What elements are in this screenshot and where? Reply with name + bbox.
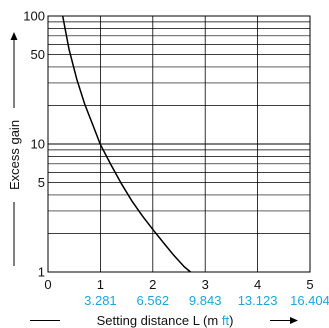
x-tick-label: 5 [306, 277, 313, 292]
x-tick-labels-ft: 3.281 6.562 9.843 13.123 16.404 [84, 293, 329, 308]
x-axis-title-bg [60, 311, 270, 327]
x-tick-label: 3 [202, 277, 209, 292]
x-tick-label: 0 [44, 277, 51, 292]
plot-frame [47, 15, 311, 273]
grid-lines [48, 16, 310, 272]
x-axis-title-suffix: ) [229, 313, 233, 328]
y-axis-arrow-head [10, 32, 18, 40]
x-tick-label-ft: 3.281 [84, 293, 117, 308]
y-tick-label: 50 [31, 47, 45, 62]
x-axis-title-prefix: Setting distance L (m [97, 313, 222, 328]
x-tick-label-ft: 9.843 [189, 293, 222, 308]
y-tick-label: 1 [38, 265, 45, 280]
y-tick-label: 100 [23, 9, 45, 24]
x-tick-label: 2 [149, 277, 156, 292]
y-axis-title-group: Excess gain [6, 32, 22, 266]
excess-gain-curve [61, 15, 191, 273]
y-tick-labels: 1 5 10 50 100 [23, 9, 45, 280]
x-axis-title-ft: ft [222, 313, 230, 328]
y-axis-title-bg [6, 108, 22, 202]
x-axis-title: Setting distance L (m ft) [97, 313, 234, 328]
x-axis-arrow-head [290, 317, 298, 324]
y-tick-label: 5 [38, 175, 45, 190]
y-axis-title: Excess gain [7, 120, 22, 190]
x-tick-labels: 0 1 2 3 4 5 [44, 277, 313, 292]
y-tick-label: 10 [31, 137, 45, 152]
x-tick-label-ft: 16.404 [290, 293, 329, 308]
x-tick-label: 4 [254, 277, 261, 292]
x-tick-label: 1 [97, 277, 104, 292]
x-axis-title-group: Setting distance L (m ft) [30, 311, 298, 328]
x-tick-label-ft: 13.123 [238, 293, 278, 308]
x-tick-label-ft: 6.562 [137, 293, 170, 308]
